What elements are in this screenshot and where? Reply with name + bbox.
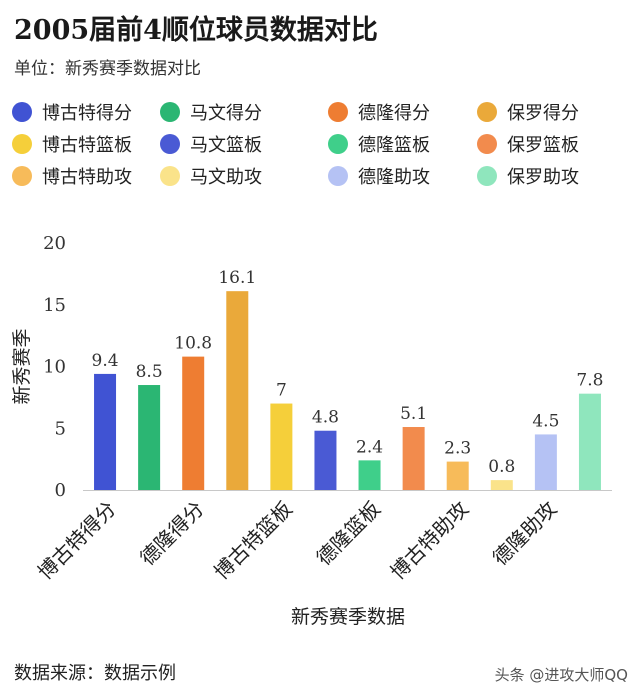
bar: [490, 480, 513, 490]
x-tick-label: 德隆助攻: [488, 497, 562, 571]
legend-label: 博古特助攻: [42, 167, 132, 188]
bar: [138, 385, 161, 490]
legend-label: 保罗得分: [507, 103, 579, 124]
legend-label: 博古特篮板: [42, 135, 132, 156]
x-tick-label: 博古特篮板: [209, 497, 297, 585]
x-tick-label: 博古特助攻: [386, 497, 474, 585]
y-tick-label: 10: [43, 357, 66, 378]
bar-value-label: 2.4: [356, 437, 383, 457]
legend-swatch: [477, 102, 497, 122]
legend-label: 马文得分: [190, 103, 262, 124]
legend-swatch: [477, 134, 497, 154]
legend-item: 博古特助攻: [12, 161, 132, 191]
legend-swatch: [477, 166, 497, 186]
bar: [94, 373, 117, 490]
legend-swatch: [160, 134, 180, 154]
legend-label: 德隆篮板: [358, 135, 430, 156]
chart-legend: 博古特得分 马文得分 德隆得分 保罗得分博古特篮板 马文篮板 德隆篮板 保罗篮板博古特助攻 马…: [12, 97, 632, 225]
bar-value-label: 8.5: [136, 362, 163, 382]
legend-item: 马文得分: [160, 97, 262, 127]
bar: [226, 291, 249, 490]
legend-item: 保罗篮板: [477, 129, 579, 159]
bar: [534, 434, 557, 490]
y-tick-label: 15: [43, 295, 66, 316]
bar: [578, 393, 601, 490]
legend-swatch: [12, 166, 32, 186]
legend-swatch: [328, 102, 348, 122]
x-tick-label: 德隆得分: [135, 497, 209, 571]
bar-value-label: 16.1: [218, 268, 256, 288]
bar: [182, 356, 205, 490]
bar-chart: 0 5 10 15 20 新秀赛季 9.4 8.5 10.8 16.1 7 4.8 2.4 5.1 2.3 0…: [11, 233, 612, 628]
legend-swatch: [328, 134, 348, 154]
y-tick-label: 5: [55, 418, 66, 439]
legend-item: 德隆篮板: [328, 129, 430, 159]
bar-value-label: 10.8: [174, 334, 212, 354]
bar: [402, 427, 425, 490]
legend-item: 博古特篮板: [12, 129, 132, 159]
y-tick-label: 0: [55, 480, 66, 501]
bar: [270, 403, 293, 490]
legend-item: 德隆得分: [328, 97, 430, 127]
legend-swatch: [160, 102, 180, 122]
bar-value-label: 0.8: [488, 457, 515, 477]
x-tick-label: 博古特得分: [33, 497, 121, 585]
legend-item: 保罗得分: [477, 97, 579, 127]
y-tick-label: 20: [43, 233, 66, 254]
legend-item: 德隆助攻: [328, 161, 430, 191]
chart-title: 2005届前4顺位球员数据对比: [14, 15, 378, 46]
legend-swatch: [12, 102, 32, 122]
bar-value-label: 7: [276, 381, 287, 401]
legend-item: 马文助攻: [160, 161, 262, 191]
bar-value-label: 9.4: [92, 351, 119, 371]
legend-label: 马文助攻: [190, 167, 262, 188]
y-axis-label: 新秀赛季: [11, 328, 33, 404]
legend-item: 马文篮板: [160, 129, 262, 159]
bar-value-label: 4.5: [532, 411, 559, 431]
legend-item: 博古特得分: [12, 97, 132, 127]
legend-label: 博古特得分: [42, 103, 132, 124]
bar-value-label: 2.3: [444, 439, 471, 459]
x-tick-label: 德隆篮板: [312, 497, 386, 571]
bar-value-label: 4.8: [312, 408, 339, 428]
legend-swatch: [12, 134, 32, 154]
bar-value-label: 7.8: [576, 371, 603, 391]
legend-item: 保罗助攻: [477, 161, 579, 191]
data-source: 数据来源：数据示例: [14, 663, 176, 684]
legend-swatch: [328, 166, 348, 186]
chart-subtitle: 单位：新秀赛季数据对比: [14, 59, 201, 79]
legend-label: 保罗篮板: [507, 135, 579, 156]
bar: [314, 430, 337, 490]
legend-label: 德隆助攻: [358, 167, 430, 188]
watermark: 头条 @进攻大师QQ: [494, 666, 628, 684]
bar: [446, 461, 469, 490]
bar-value-label: 5.1: [400, 404, 427, 424]
x-axis-label: 新秀赛季数据: [291, 606, 405, 628]
legend-label: 保罗助攻: [507, 167, 579, 188]
legend-label: 德隆得分: [358, 103, 430, 124]
legend-swatch: [160, 166, 180, 186]
legend-label: 马文篮板: [190, 135, 262, 156]
bar: [358, 460, 381, 490]
